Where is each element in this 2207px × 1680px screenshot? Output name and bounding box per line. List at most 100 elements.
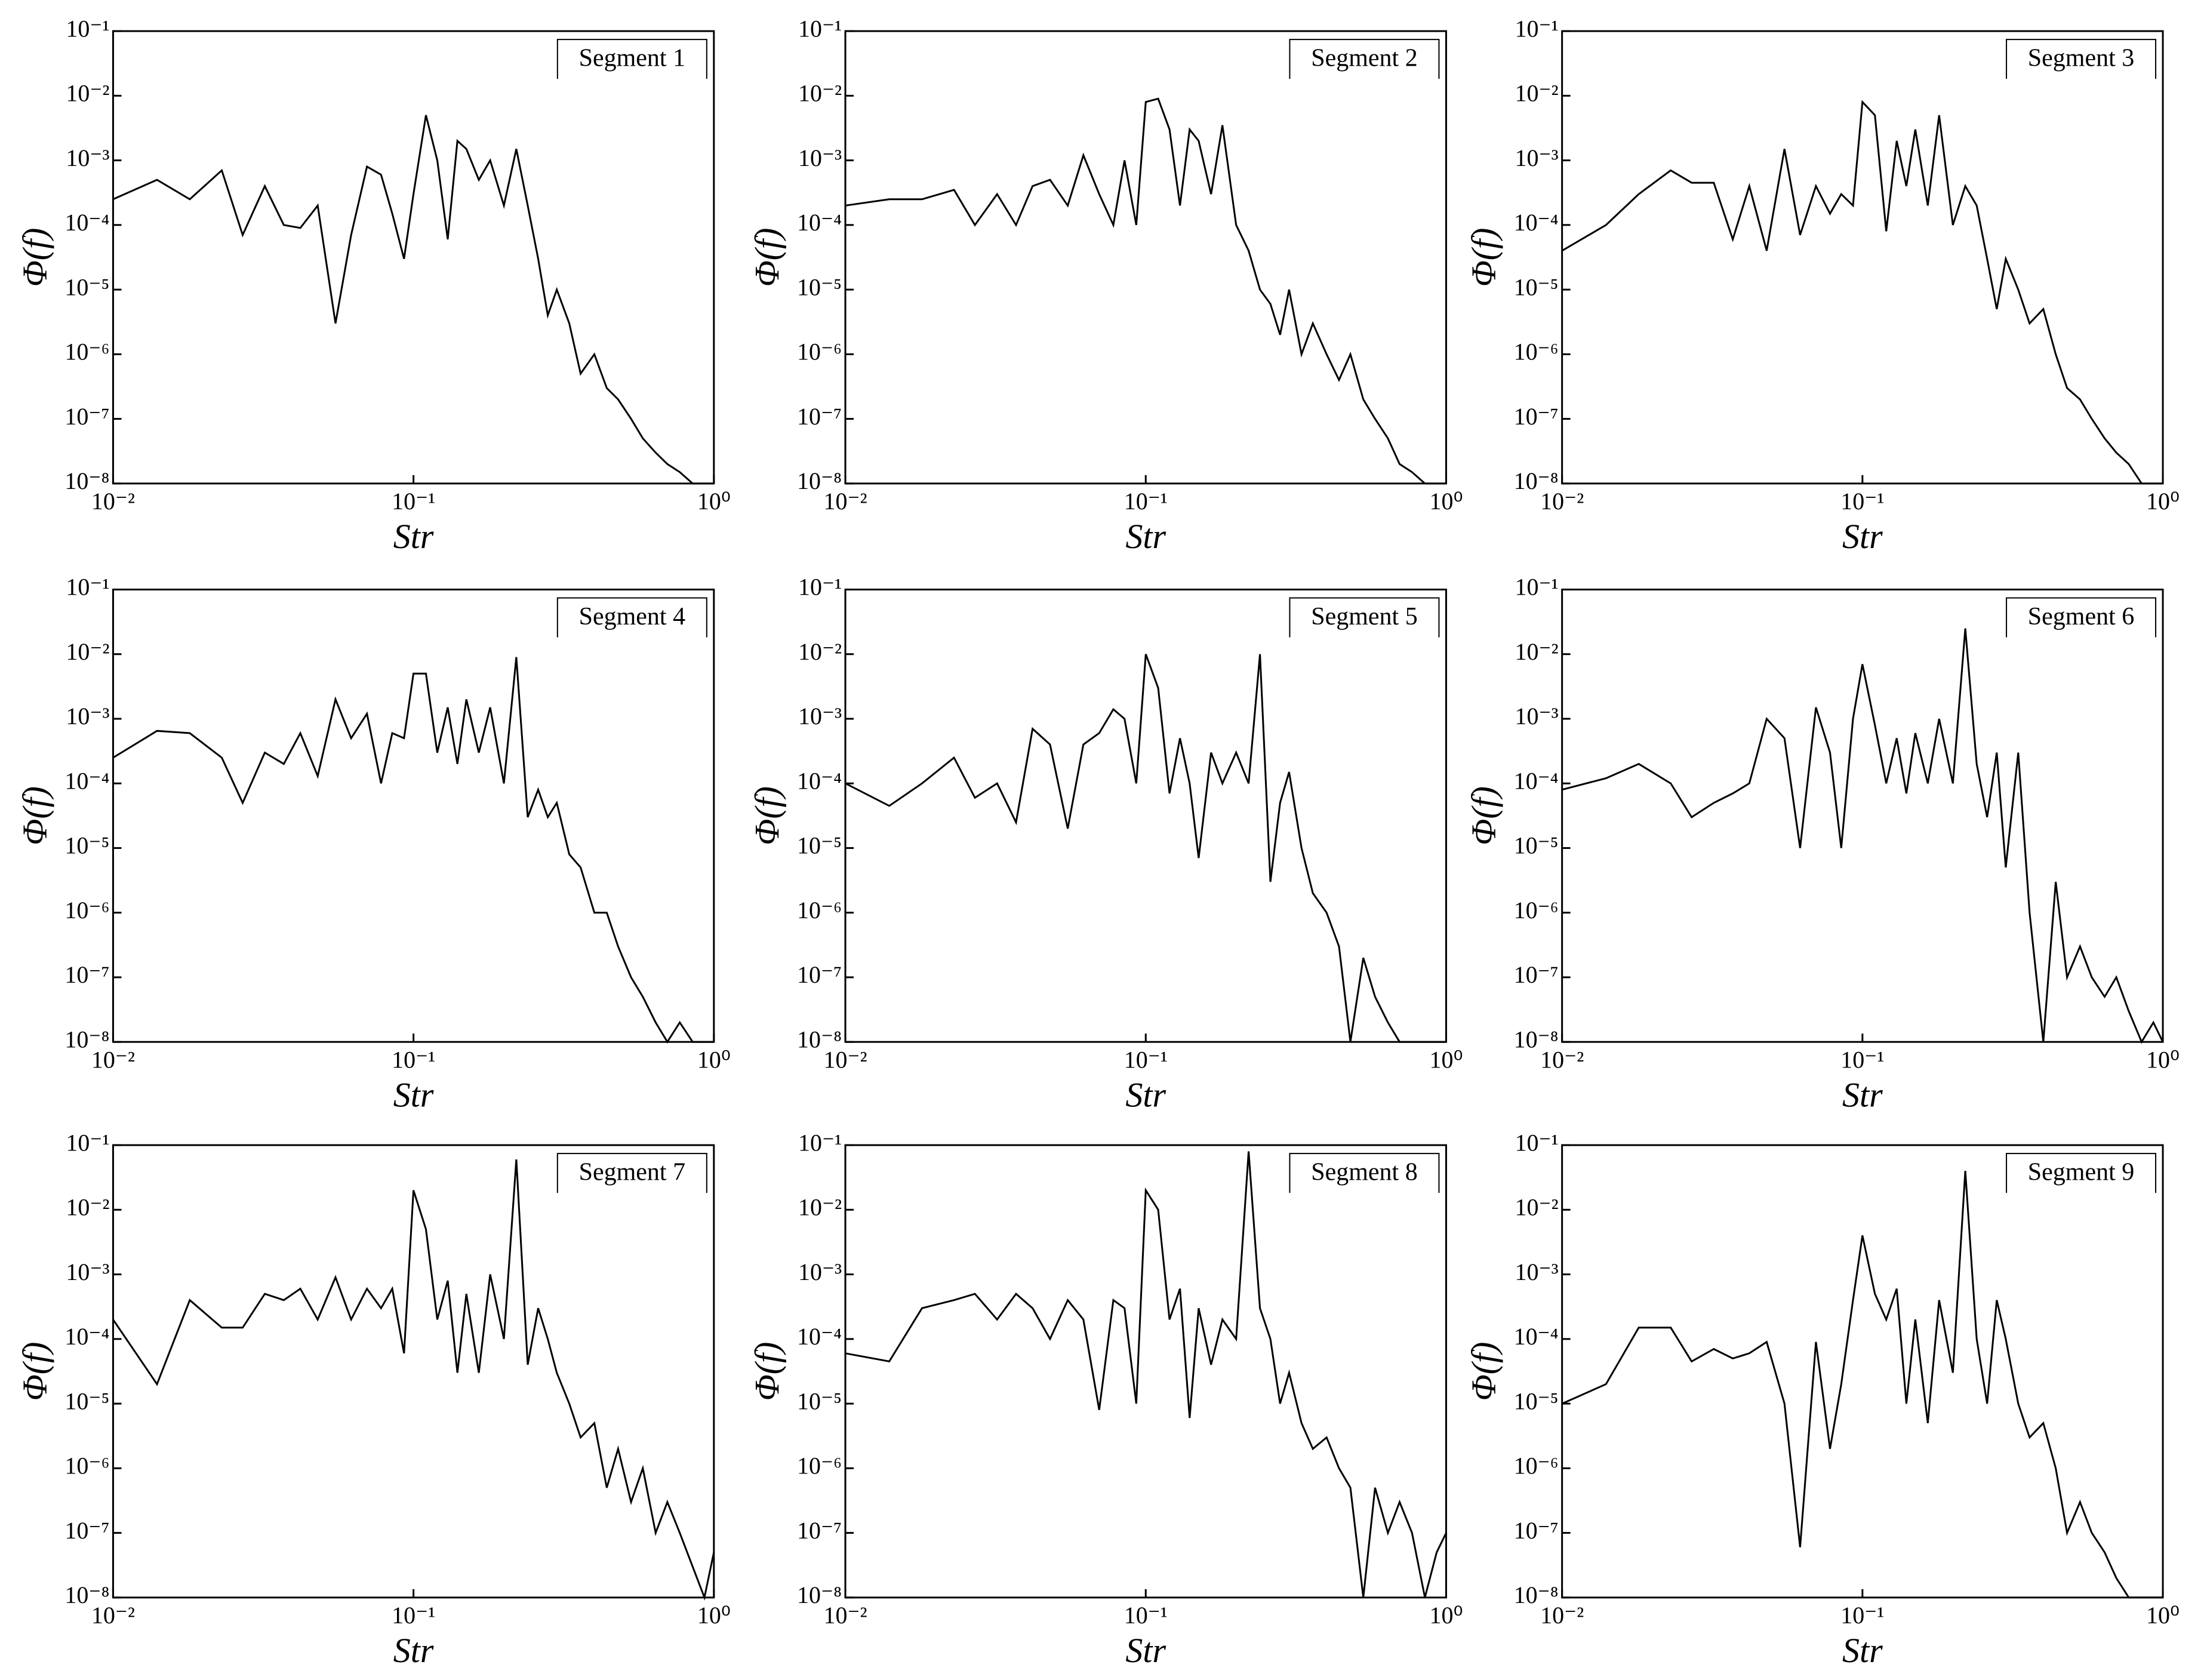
spectrum-line — [1561, 100, 2163, 485]
spectrum-line — [845, 1151, 1447, 1598]
panel: 10⁻⁸ 10⁻⁷ 10⁻⁶ 10⁻⁵ 10⁻⁴ 10⁻³ 10⁻² 10⁻¹ 10⁻² 10⁻¹… — [1464, 1129, 2180, 1670]
y-tick-label: 10⁻⁶ — [1514, 339, 1559, 365]
y-tick-label: 10⁻³ — [1515, 703, 1559, 730]
y-axis-label: Φ(f) — [16, 1342, 54, 1401]
y-tick-label: 10⁻⁶ — [1514, 897, 1559, 924]
spectrum-line — [845, 97, 1446, 485]
x-tick-label: 10⁻² — [1540, 488, 1584, 515]
plot-frame — [1561, 30, 2164, 485]
y-tick-label: 10⁻¹ — [1515, 574, 1559, 601]
x-axis-label: Str — [1125, 1631, 1166, 1670]
spectrum-line — [112, 115, 714, 485]
y-tick-label: 10⁻⁴ — [1514, 1323, 1559, 1350]
plot-frame — [112, 1144, 715, 1599]
y-tick-label: 10⁻⁶ — [64, 1453, 109, 1479]
x-tick-label: 10⁻² — [91, 1602, 135, 1629]
y-axis-label: Φ(f) — [747, 786, 786, 845]
legend-label: Segment 6 — [2028, 603, 2134, 630]
x-axis-label: Str — [393, 517, 434, 556]
y-tick-label: 10⁻⁵ — [797, 1387, 842, 1414]
legend-label: Segment 9 — [2028, 1159, 2134, 1186]
y-tick-label: 10⁻⁸ — [1514, 1026, 1559, 1053]
plot-frame — [112, 30, 715, 485]
y-tick-label: 10⁻² — [798, 638, 842, 665]
y-axis-label: Φ(f) — [747, 228, 786, 287]
x-tick-label: 10⁰ — [697, 1046, 731, 1073]
y-tick-label: 10⁻² — [66, 1194, 109, 1221]
y-tick-label: 10⁻⁴ — [797, 1323, 842, 1350]
x-tick-label: 10⁻² — [91, 488, 135, 515]
y-axis-label: Φ(f) — [1464, 786, 1503, 845]
plot-frame — [844, 30, 1447, 485]
spectrum-line — [112, 1159, 715, 1601]
y-tick-label: 10⁻³ — [798, 1259, 842, 1285]
spectrum-line — [1561, 1171, 2163, 1599]
y-tick-label: 10⁻⁸ — [64, 1581, 109, 1608]
y-axis-label: Φ(f) — [1464, 1342, 1503, 1401]
y-axis-label: Φ(f) — [16, 228, 54, 287]
y-tick-label: 10⁻⁷ — [64, 403, 109, 430]
x-tick-label: 10⁻² — [1540, 1602, 1584, 1629]
y-tick-label: 10⁻³ — [1515, 144, 1559, 171]
x-tick-label: 10⁻² — [824, 1602, 867, 1629]
legend-label: Segment 1 — [579, 45, 685, 72]
legend-box — [1289, 1153, 1440, 1193]
x-axis-label: Str — [1842, 517, 1883, 556]
y-tick-label: 10⁻¹ — [1515, 1129, 1559, 1156]
x-tick-label: 10⁻¹ — [1840, 1602, 1884, 1629]
y-tick-label: 10⁻² — [1515, 638, 1559, 665]
panel: 10⁻⁸ 10⁻⁷ 10⁻⁶ 10⁻⁵ 10⁻⁴ 10⁻³ 10⁻² 10⁻¹ 10⁻² 10⁻¹… — [16, 574, 731, 1115]
x-tick-label: 10⁻¹ — [392, 1602, 435, 1629]
panel: 10⁻⁸ 10⁻⁷ 10⁻⁶ 10⁻⁵ 10⁻⁴ 10⁻³ 10⁻² 10⁻¹ 10⁻² 10⁻¹… — [1464, 15, 2180, 556]
y-tick-label: 10⁻⁸ — [797, 1026, 842, 1053]
y-tick-label: 10⁻⁷ — [64, 1517, 109, 1544]
x-tick-label: 10⁻¹ — [1124, 1046, 1168, 1073]
y-tick-label: 10⁻⁷ — [1514, 961, 1559, 988]
y-tick-label: 10⁻⁵ — [797, 273, 842, 300]
y-tick-label: 10⁻⁴ — [1514, 209, 1559, 236]
y-axis-label: Φ(f) — [747, 1342, 786, 1401]
y-tick-label: 10⁻² — [66, 638, 109, 665]
y-tick-label: 10⁻⁴ — [64, 209, 109, 236]
legend-box — [1289, 39, 1440, 79]
x-tick-label: 10⁻¹ — [1124, 1602, 1168, 1629]
y-tick-label: 10⁻⁷ — [797, 1517, 842, 1544]
x-tick-label: 10⁻¹ — [1124, 488, 1168, 515]
panel: 10⁻⁸ 10⁻⁷ 10⁻⁶ 10⁻⁵ 10⁻⁴ 10⁻³ 10⁻² 10⁻¹ 10⁻² 10⁻¹… — [747, 1129, 1463, 1670]
y-tick-label: 10⁻¹ — [798, 1129, 842, 1156]
x-tick-label: 10⁰ — [697, 488, 731, 515]
panel: 10⁻⁸ 10⁻⁷ 10⁻⁶ 10⁻⁵ 10⁻⁴ 10⁻³ 10⁻² 10⁻¹ 10⁻² 10⁻¹… — [747, 574, 1463, 1115]
legend-box — [1289, 597, 1440, 638]
y-tick-label: 10⁻² — [1515, 80, 1559, 107]
x-tick-label: 10⁻¹ — [392, 488, 435, 515]
y-tick-label: 10⁻³ — [798, 144, 842, 171]
y-tick-label: 10⁻⁵ — [1514, 832, 1559, 859]
legend-box — [556, 1153, 707, 1193]
plot-frame — [112, 588, 715, 1043]
x-tick-label: 10⁰ — [2146, 1602, 2180, 1629]
legend-label: Segment 2 — [1311, 45, 1417, 72]
spectrum-line — [845, 654, 1446, 1043]
y-tick-label: 10⁻⁷ — [797, 961, 842, 988]
x-tick-label: 10⁰ — [2146, 488, 2180, 515]
x-tick-label: 10⁰ — [1429, 1602, 1463, 1629]
y-tick-label: 10⁻¹ — [66, 1129, 109, 1156]
y-tick-label: 10⁻⁵ — [64, 832, 109, 859]
y-tick-label: 10⁻⁵ — [1514, 1387, 1559, 1414]
y-tick-label: 10⁻⁶ — [797, 897, 842, 924]
y-tick-label: 10⁻⁶ — [797, 339, 842, 365]
x-tick-label: 10⁰ — [2146, 1046, 2180, 1073]
y-tick-label: 10⁻⁶ — [64, 339, 109, 365]
y-tick-label: 10⁻¹ — [66, 574, 109, 601]
y-tick-label: 10⁻⁶ — [1514, 1453, 1559, 1479]
y-tick-label: 10⁻³ — [66, 1259, 109, 1285]
y-tick-label: 10⁻² — [798, 80, 842, 107]
y-tick-label: 10⁻² — [798, 1194, 842, 1221]
spectrum-line — [1562, 628, 2164, 1044]
y-tick-label: 10⁻⁷ — [64, 961, 109, 988]
y-tick-label: 10⁻¹ — [1515, 15, 1559, 42]
x-tick-label: 10⁻² — [824, 1046, 867, 1073]
x-axis-label: Str — [1125, 1076, 1166, 1115]
legend-box — [556, 39, 707, 79]
